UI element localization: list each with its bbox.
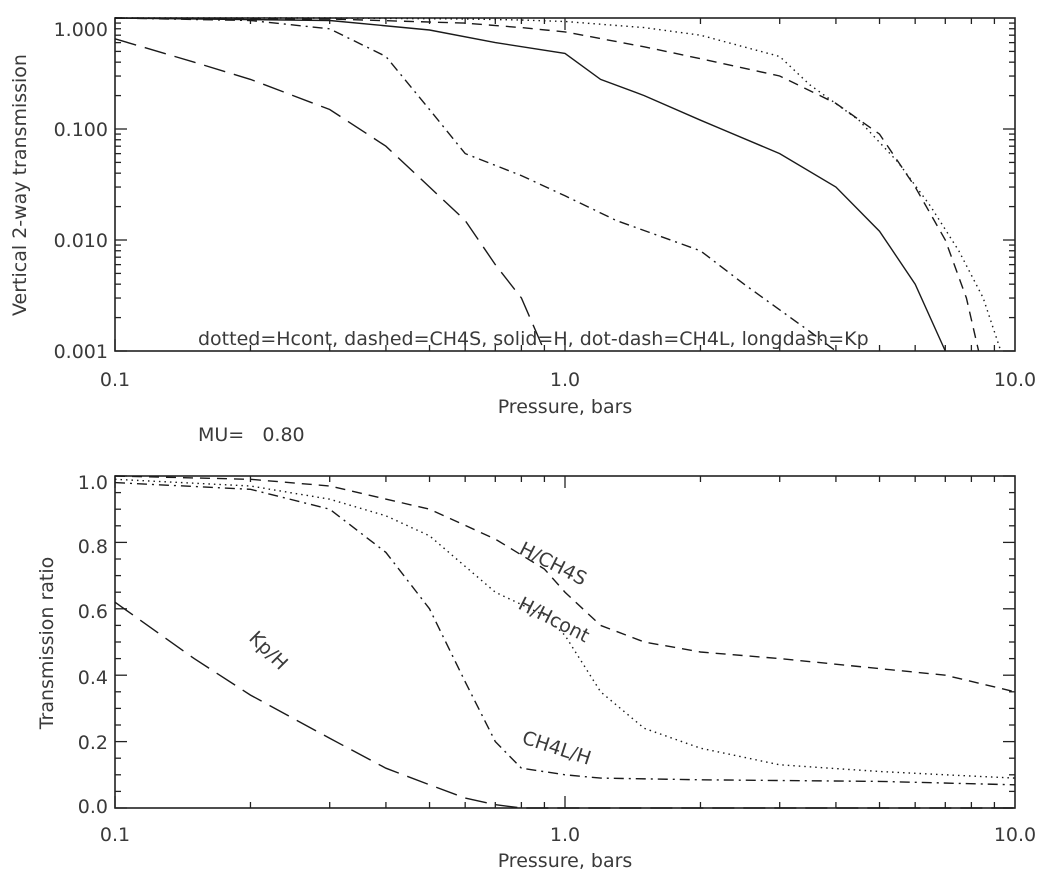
bottom-ticks (114, 475, 1015, 809)
bottom-curves (114, 475, 1016, 809)
series-label-kp-h: Kp/H (244, 627, 292, 675)
series-line-kp (114, 38, 546, 352)
series-line-ch4l-h (114, 481, 1016, 786)
top-ytick-label: 0.001 (54, 341, 108, 363)
top-xaxis-label: Pressure, bars (498, 396, 633, 418)
mu-annotation: MU= 0.80 (198, 424, 305, 446)
bottom-xtick-label: 10.0 (994, 824, 1036, 846)
bottom-xtick-label: 0.1 (100, 824, 130, 846)
bottom-ytick-label: 0.6 (78, 601, 108, 623)
bottom-xaxis-label: Pressure, bars (498, 850, 633, 872)
bottom-xtick-label: 1.0 (550, 824, 580, 846)
bottom-ytick-label: 0.0 (78, 796, 108, 818)
series-line-h (114, 17, 946, 352)
series-line-ch4l (114, 17, 837, 352)
top-xtick-label: 10.0 (994, 369, 1036, 391)
top-ytick-label: 0.100 (54, 119, 108, 141)
bottom-panel: 0.1 1.0 10.0 0.0 0.2 0.4 0.6 0.8 1.0 Pre… (36, 472, 1036, 872)
series-line-hcont (115, 17, 1002, 352)
top-xtick-label: 0.1 (100, 369, 130, 391)
series-line-kp-h (114, 601, 1015, 809)
series-label-ch4l-h: CH4L/H (519, 727, 593, 770)
top-plot-frame (114, 17, 1016, 352)
bottom-ytick-label: 0.4 (78, 667, 108, 689)
bottom-ytick-label: 0.8 (78, 536, 108, 558)
bottom-ytick-label: 0.2 (78, 732, 108, 754)
top-panel: 0.1 1.0 10.0 0.001 0.010 0.100 1.000 Pre… (9, 17, 1036, 418)
series-label-h-hcont: H/Hcont (515, 593, 593, 647)
top-xtick-label: 1.0 (550, 369, 580, 391)
series-label-h-ch4s: H/CH4S (516, 538, 591, 590)
top-ticks (114, 18, 1015, 352)
top-ytick-label: 1.000 (54, 19, 108, 41)
top-legend-text: dotted=Hcont, dashed=CH4S, solid=H, dot-… (198, 328, 869, 350)
series-line-ch4s (114, 17, 980, 352)
top-ytick-label: 0.010 (54, 230, 108, 252)
series-line-h-ch4s (114, 475, 1016, 693)
top-yaxis-label: Vertical 2-way transmission (9, 54, 31, 316)
bottom-yaxis-label: Transmission ratio (36, 557, 58, 731)
bottom-ytick-label: 1.0 (78, 472, 108, 494)
top-curves (114, 17, 1002, 352)
